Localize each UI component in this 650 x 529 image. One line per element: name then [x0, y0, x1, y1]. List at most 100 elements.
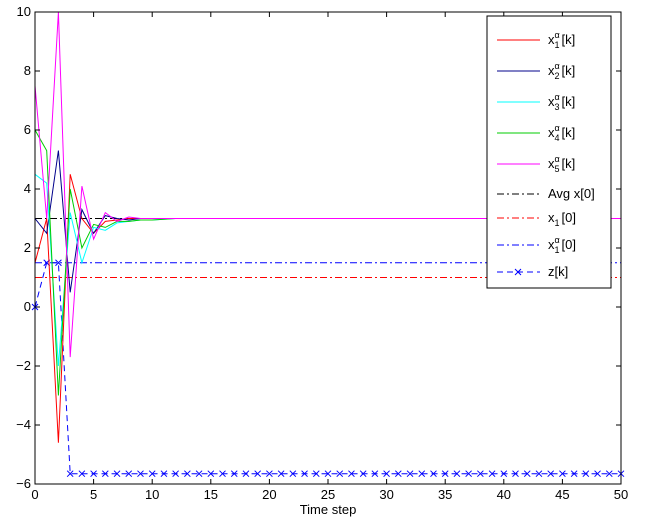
svg-text:3: 3	[555, 102, 560, 112]
svg-text:1: 1	[555, 245, 560, 255]
svg-text:α: α	[555, 30, 560, 40]
legend-label-1: x α2 [k]	[548, 61, 575, 81]
x-tick-label: 35	[438, 487, 452, 502]
svg-text:α: α	[555, 154, 560, 164]
series-marker-8	[582, 470, 590, 478]
series-marker-8	[219, 470, 226, 478]
y-tick-label: 10	[17, 4, 31, 19]
x-tick-label: 5	[90, 487, 97, 502]
series-marker-8	[148, 470, 156, 478]
series-marker-8	[137, 470, 144, 478]
series-marker-8	[277, 470, 285, 478]
series-marker-8	[242, 470, 250, 478]
x-tick-label: 30	[379, 487, 393, 502]
svg-text:Avg x[0]: Avg x[0]	[548, 186, 595, 201]
legend-label-8: z[k]	[548, 264, 568, 279]
series-marker-8	[406, 470, 414, 478]
series-marker-8	[254, 470, 262, 478]
x-tick-label: 40	[497, 487, 511, 502]
series-marker-8	[78, 470, 86, 478]
svg-text:x: x	[548, 63, 555, 78]
x-tick-label: 0	[31, 487, 38, 502]
series-marker-8	[500, 470, 508, 478]
svg-text:z[k]: z[k]	[548, 264, 568, 279]
legend-label-7: x α1 [0]	[548, 235, 576, 255]
series-marker-8	[184, 470, 191, 478]
series-marker-8	[312, 470, 320, 478]
series-marker-8	[336, 470, 344, 478]
svg-text:x: x	[548, 156, 555, 171]
svg-text:α: α	[555, 92, 560, 102]
series-marker-8	[547, 470, 555, 478]
svg-text:4: 4	[555, 133, 560, 143]
series-marker-8	[125, 470, 133, 478]
x-tick-label: 45	[555, 487, 569, 502]
series-marker-8	[66, 470, 74, 478]
series-marker-8	[453, 470, 461, 478]
series-marker-8	[394, 470, 402, 478]
y-tick-label: −6	[16, 476, 31, 491]
x-tick-label: 25	[321, 487, 335, 502]
series-marker-8	[441, 470, 449, 478]
y-tick-label: 6	[24, 122, 31, 137]
svg-text:2: 2	[555, 71, 560, 81]
y-tick-label: −4	[16, 417, 31, 432]
series-marker-8	[570, 470, 578, 478]
series-marker-8	[55, 259, 62, 267]
svg-text:[k]: [k]	[562, 94, 576, 109]
svg-text:[k]: [k]	[562, 32, 576, 47]
svg-text:[0]: [0]	[562, 210, 576, 225]
legend: x α1 [k]x α2 [k]x α3 [k]x α4 [k]x α5 [k]Avg x[0]x 1…	[486, 15, 612, 289]
series-line-8	[34, 262, 621, 475]
legend-label-0: x α1 [k]	[548, 30, 575, 50]
series-marker-8	[594, 470, 601, 478]
series-marker-8	[289, 470, 297, 478]
svg-text:5: 5	[555, 164, 560, 174]
svg-text:α: α	[555, 61, 560, 71]
series-marker-8	[160, 470, 168, 478]
series-marker-8	[195, 470, 203, 478]
x-tick-label: 15	[204, 487, 218, 502]
series-marker-8	[90, 470, 97, 478]
legend-box	[486, 15, 612, 289]
series-marker-8	[605, 470, 613, 478]
series-marker-8	[535, 470, 543, 478]
x-axis-title: Time step	[300, 502, 357, 517]
series-marker-8	[418, 470, 426, 478]
series-marker-8	[301, 470, 308, 478]
series-marker-8	[172, 470, 179, 478]
series-marker-8	[101, 470, 109, 478]
series-marker-8	[559, 470, 566, 478]
legend-label-2: x α3 [k]	[548, 92, 575, 112]
series-marker-8	[348, 470, 355, 478]
series-marker-8	[488, 470, 496, 478]
legend-label-3: x α4 [k]	[548, 123, 575, 143]
series-marker-8	[371, 470, 379, 478]
svg-text:[k]: [k]	[562, 156, 576, 171]
series-marker-8	[324, 470, 332, 478]
svg-text:α: α	[555, 235, 560, 245]
y-tick-label: 8	[24, 63, 31, 78]
legend-label-6: x 1 [0]	[548, 210, 576, 228]
svg-text:x: x	[548, 32, 555, 47]
series-marker-8	[230, 470, 238, 478]
svg-text:α: α	[555, 123, 560, 133]
y-tick-label: 2	[24, 240, 31, 255]
svg-text:[0]: [0]	[562, 237, 576, 252]
series-marker-8	[430, 470, 437, 478]
series-marker-8	[465, 470, 472, 478]
svg-text:1: 1	[555, 218, 560, 228]
svg-text:x: x	[548, 94, 555, 109]
svg-text:[k]: [k]	[562, 63, 576, 78]
svg-text:x: x	[548, 237, 555, 252]
series-marker-8	[477, 470, 484, 478]
series-line-4	[34, 11, 621, 358]
series-marker-8	[523, 470, 531, 478]
series-marker-8	[383, 470, 390, 478]
series-marker-8	[113, 470, 121, 478]
y-tick-label: 4	[24, 181, 31, 196]
legend-label-5: Avg x[0]	[548, 186, 595, 201]
legend-marker	[514, 268, 522, 276]
series-marker-8	[512, 470, 519, 478]
